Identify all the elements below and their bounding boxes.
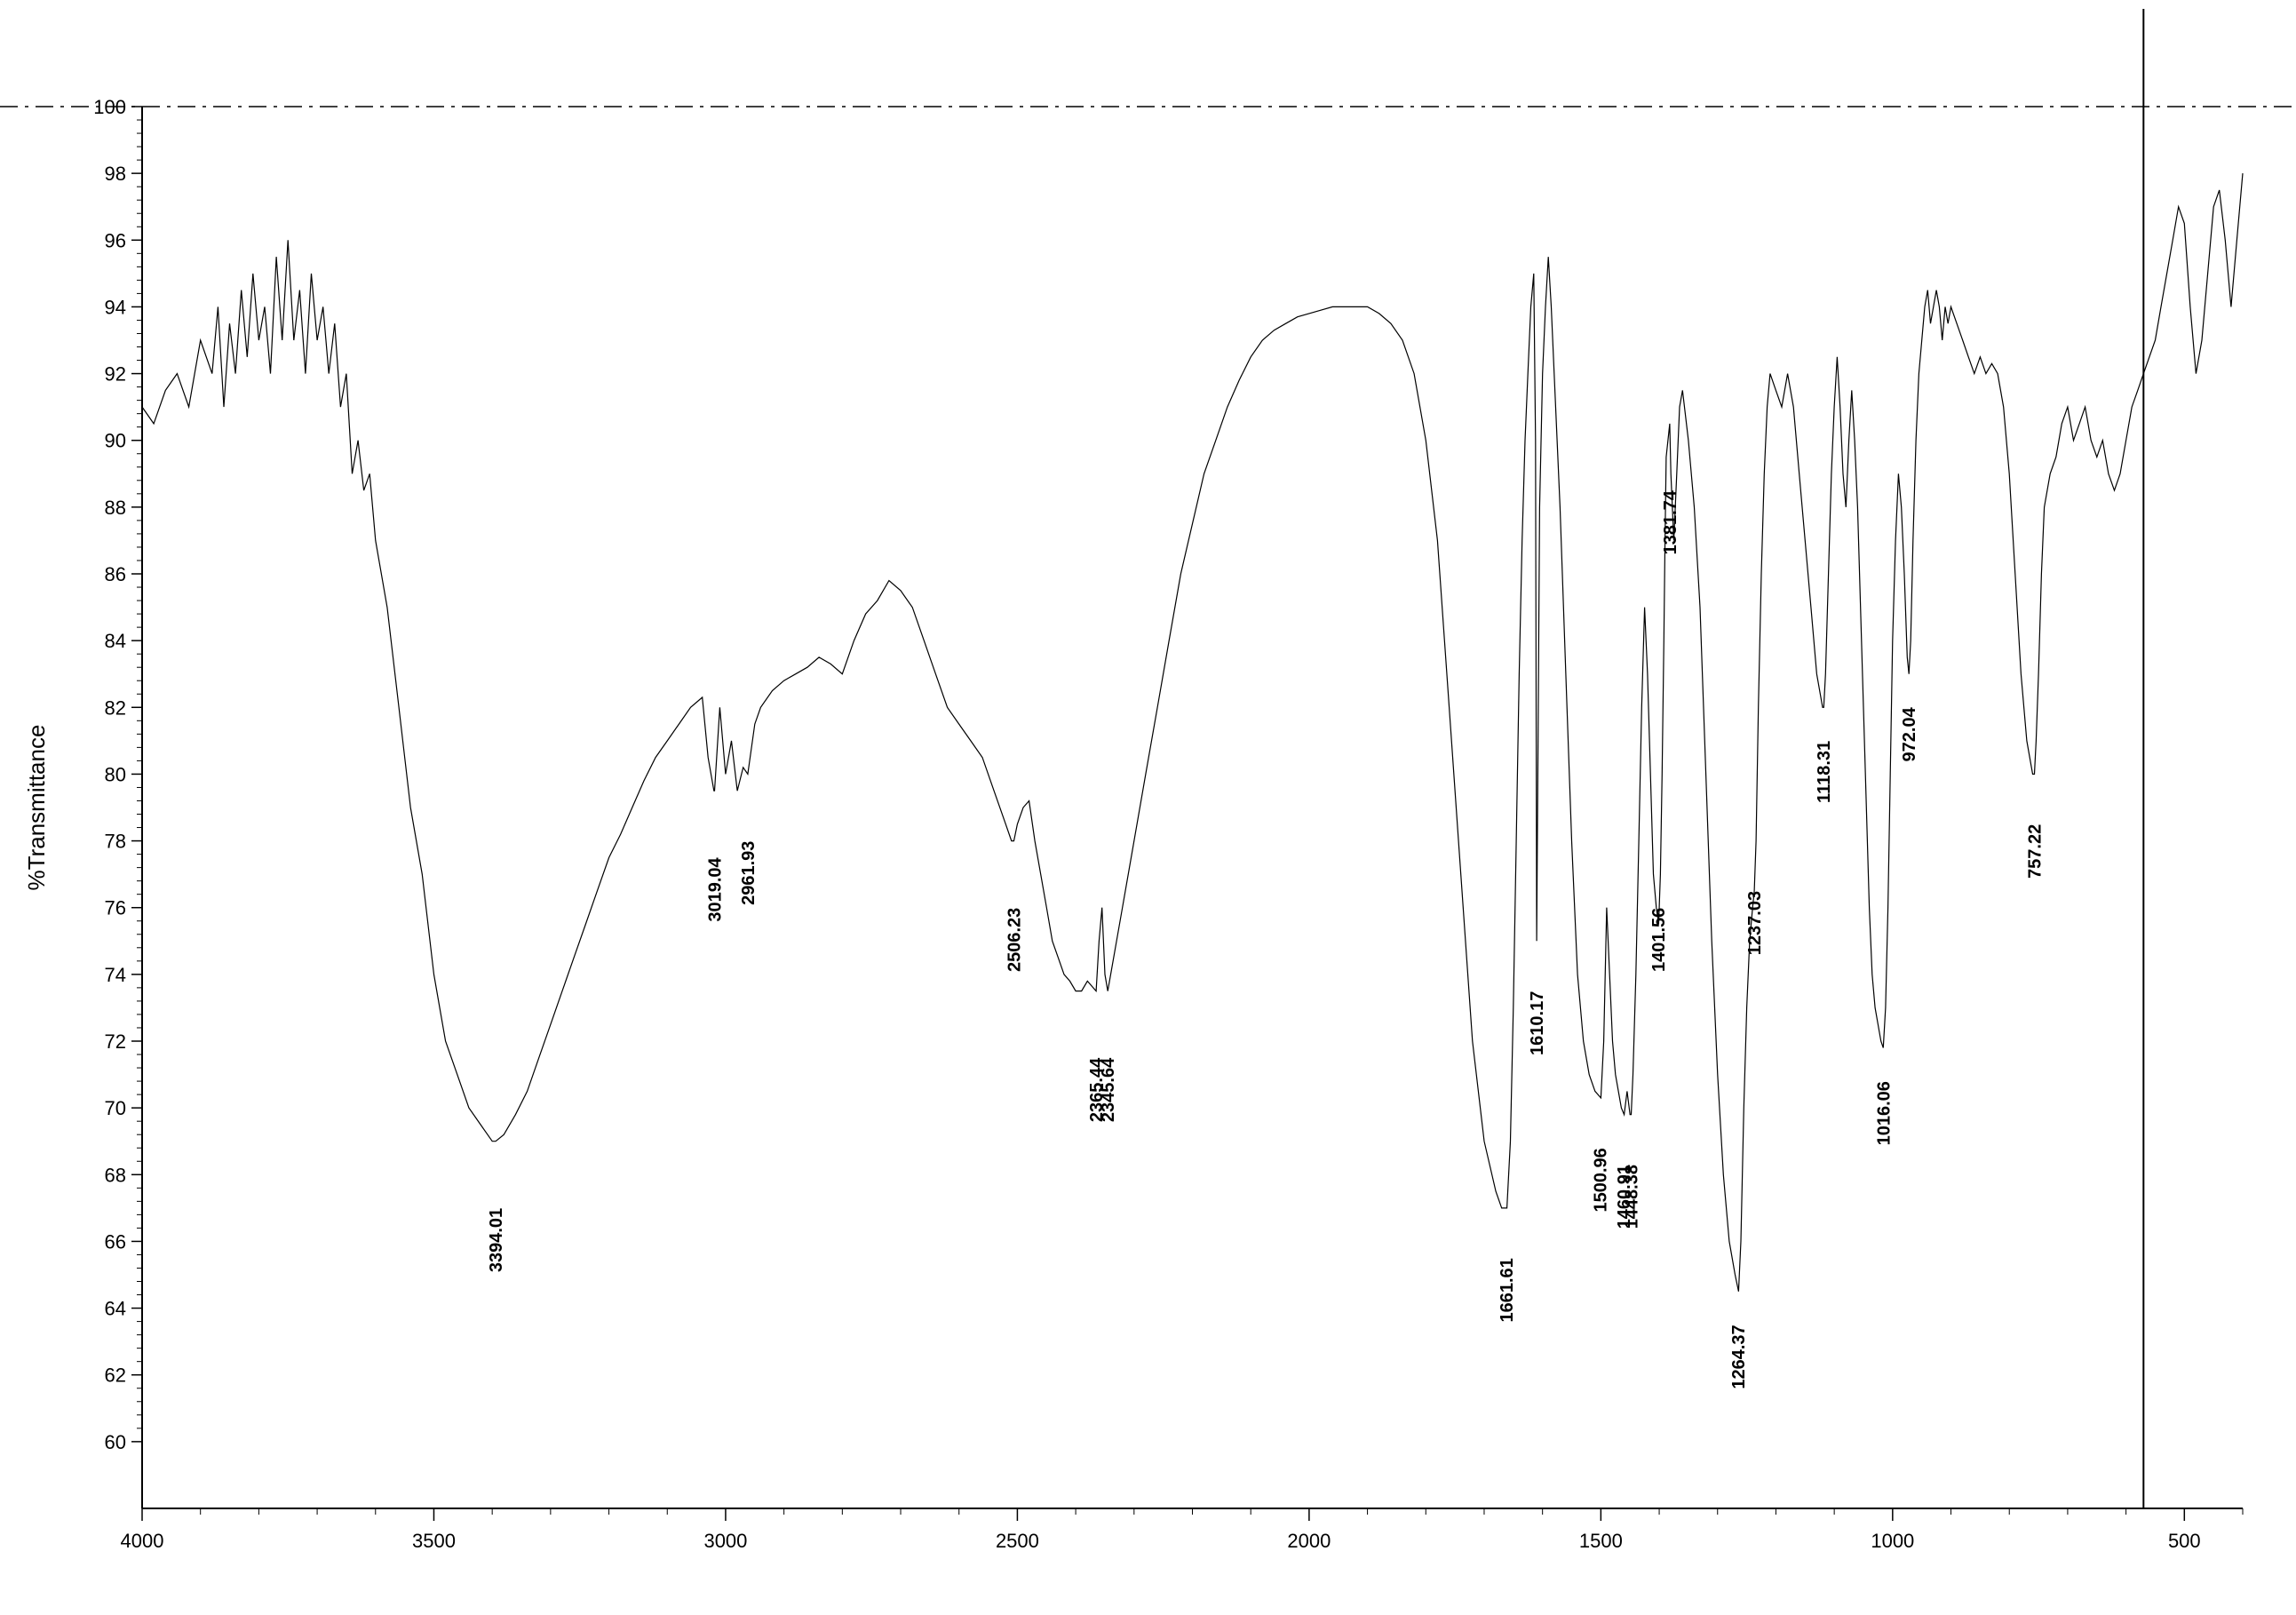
y-tick-label: 100 bbox=[93, 96, 126, 118]
y-tick-label: 98 bbox=[105, 163, 126, 185]
y-tick-label: 90 bbox=[105, 430, 126, 452]
peak-label: 1661.61 bbox=[1498, 1258, 1517, 1322]
peak-label: 1381.74 bbox=[1661, 489, 1680, 554]
y-tick-label: 96 bbox=[105, 229, 126, 251]
y-tick-label: 84 bbox=[105, 630, 126, 652]
x-tick-label: 2500 bbox=[996, 1530, 1039, 1552]
y-tick-label: 80 bbox=[105, 763, 126, 785]
y-tick-label: 92 bbox=[105, 363, 126, 386]
x-tick-label: 1000 bbox=[1871, 1530, 1914, 1552]
x-tick-label: 3500 bbox=[412, 1530, 456, 1552]
peak-label: 1016.06 bbox=[1874, 1081, 1894, 1145]
x-tick-label: 2000 bbox=[1287, 1530, 1331, 1552]
peak-label: 1500.96 bbox=[1592, 1148, 1611, 1212]
y-tick-label: 78 bbox=[105, 831, 126, 853]
peak-label: 757.22 bbox=[2025, 824, 2045, 879]
y-tick-label: 60 bbox=[105, 1431, 126, 1453]
y-tick-label: 68 bbox=[105, 1164, 126, 1186]
peak-label: 1118.31 bbox=[1815, 741, 1834, 803]
y-tick-label: 64 bbox=[105, 1298, 126, 1320]
chart-svg: 60 62 64 66 68 70 72 74 76 78 80 82 84 86 88 90 92 94 96 98… bbox=[0, 0, 2296, 1615]
peak-label: 1264.37 bbox=[1729, 1325, 1749, 1388]
peak-label: 3019.04 bbox=[705, 856, 725, 921]
x-tick-label: 500 bbox=[2168, 1530, 2201, 1552]
peak-label: 2961.93 bbox=[739, 841, 759, 905]
x-tick-label: 4000 bbox=[121, 1530, 164, 1552]
y-tick-label: 74 bbox=[105, 964, 126, 986]
y-tick-label: 86 bbox=[105, 563, 126, 585]
peak-label: 1401.56 bbox=[1649, 908, 1669, 972]
peak-label: 1237.03 bbox=[1745, 891, 1765, 955]
y-tick-label: 72 bbox=[105, 1030, 126, 1053]
peak-label: 2345.64 bbox=[1099, 1057, 1118, 1122]
peak-label: 2506.23 bbox=[1005, 908, 1024, 972]
y-axis-label: %Transmittance bbox=[23, 725, 50, 891]
ir-spectrum-chart: 60 62 64 66 68 70 72 74 76 78 80 82 84 86 88 90 92 94 96 98… bbox=[0, 0, 2296, 1615]
y-tick-label: 94 bbox=[105, 296, 126, 318]
y-tick-label: 66 bbox=[105, 1230, 126, 1253]
y-tick-label: 88 bbox=[105, 497, 126, 519]
peak-label: 1448.38 bbox=[1622, 1165, 1641, 1229]
y-tick-label: 76 bbox=[105, 897, 126, 919]
peak-label: 972.04 bbox=[1900, 706, 1919, 761]
y-tick-label: 62 bbox=[105, 1364, 126, 1387]
y-tick-label: 70 bbox=[105, 1097, 126, 1119]
peak-label: 1610.17 bbox=[1528, 991, 1547, 1055]
peak-label: 3394.01 bbox=[487, 1208, 506, 1272]
x-tick-label: 3000 bbox=[703, 1530, 747, 1552]
x-tick-label: 1500 bbox=[1579, 1530, 1623, 1552]
y-tick-label: 82 bbox=[105, 696, 126, 719]
